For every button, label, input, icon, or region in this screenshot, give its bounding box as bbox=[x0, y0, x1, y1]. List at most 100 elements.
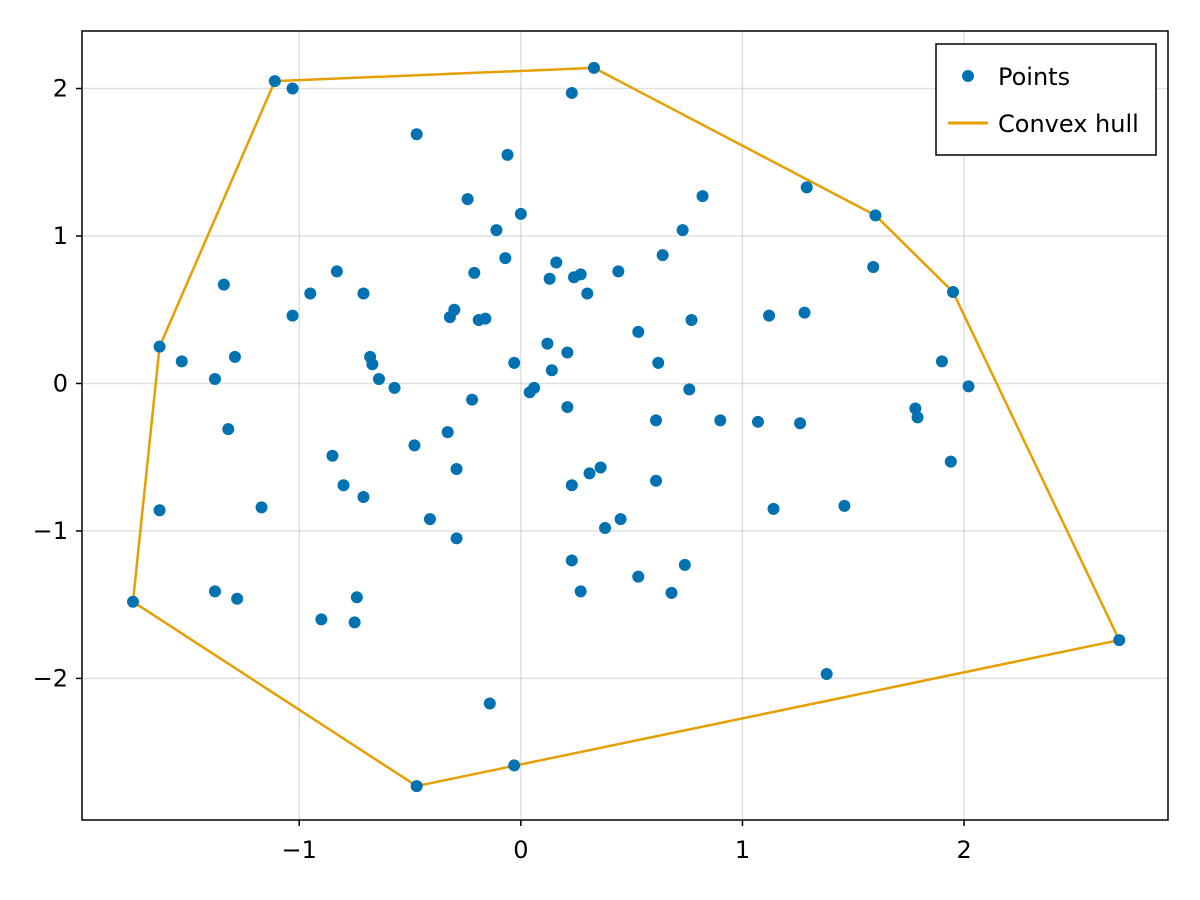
scatter-point bbox=[450, 463, 463, 476]
x-axis: −1 0 1 2 bbox=[282, 820, 972, 864]
scatter-point bbox=[410, 780, 423, 793]
scatter-point bbox=[685, 314, 698, 327]
scatter-point bbox=[751, 415, 764, 428]
scatter-point bbox=[326, 449, 339, 462]
scatter-point bbox=[545, 364, 558, 377]
scatter-point bbox=[479, 312, 492, 325]
scatter-point bbox=[794, 417, 807, 430]
scatter-point bbox=[632, 570, 645, 583]
scatter-point bbox=[714, 414, 727, 427]
scatter-point bbox=[228, 350, 241, 363]
scatter-point bbox=[962, 380, 975, 393]
scatter-point bbox=[410, 128, 423, 141]
scatter-point bbox=[763, 309, 776, 322]
scatter-point bbox=[268, 75, 281, 88]
scatter-point bbox=[175, 355, 188, 368]
scatter-point bbox=[153, 340, 166, 353]
scatter-point bbox=[652, 356, 665, 369]
scatter-point bbox=[565, 479, 578, 492]
legend-label-points: Points bbox=[998, 63, 1070, 91]
scatter-point bbox=[126, 595, 139, 608]
scatter-point bbox=[423, 513, 436, 526]
scatter-point bbox=[947, 286, 960, 299]
scatter-point bbox=[587, 61, 600, 74]
scatter-point bbox=[348, 616, 361, 629]
scatter-point bbox=[508, 356, 521, 369]
scatter-point bbox=[508, 759, 521, 772]
scatter-point bbox=[441, 426, 454, 439]
scatter-point bbox=[304, 287, 317, 300]
scatter-point bbox=[565, 554, 578, 567]
scatter-point bbox=[696, 190, 709, 203]
scatter-point bbox=[599, 521, 612, 534]
scatter-point bbox=[514, 207, 527, 220]
grid-lines bbox=[82, 31, 1168, 820]
y-axis: −2 −1 0 1 2 bbox=[33, 75, 82, 692]
scatter-point bbox=[676, 224, 689, 237]
scatter-point bbox=[208, 585, 221, 598]
scatter-point bbox=[650, 474, 663, 487]
scatter-point bbox=[153, 504, 166, 517]
scatter-point bbox=[443, 311, 456, 324]
y-tick-label: −2 bbox=[33, 664, 68, 692]
legend-marker-points bbox=[962, 70, 974, 82]
legend-box bbox=[935, 43, 1157, 156]
scatter-point bbox=[678, 558, 691, 571]
x-tick-label: −1 bbox=[282, 836, 317, 864]
scatter-point bbox=[581, 287, 594, 300]
scatter-point bbox=[583, 467, 596, 480]
x-tick-label: 1 bbox=[735, 836, 750, 864]
scatter-point bbox=[800, 181, 813, 194]
scatter-point bbox=[867, 260, 880, 273]
scatter-point bbox=[330, 265, 343, 278]
scatter-point bbox=[523, 386, 536, 399]
scatter-point bbox=[501, 148, 514, 161]
x-tick-label: 2 bbox=[956, 836, 971, 864]
scatter-point bbox=[231, 592, 244, 605]
legend-label-hull: Convex hull bbox=[998, 110, 1139, 138]
scatter-point bbox=[315, 613, 328, 626]
scatter-point bbox=[838, 499, 851, 512]
scatter-point bbox=[767, 502, 780, 515]
scatter-point bbox=[561, 401, 574, 414]
y-tick-label: −1 bbox=[33, 517, 68, 545]
scatter-point bbox=[490, 224, 503, 237]
scatter-point bbox=[935, 355, 948, 368]
scatter-point bbox=[461, 193, 474, 206]
scatter-point bbox=[372, 373, 385, 386]
scatter-point bbox=[337, 479, 350, 492]
scatter-point bbox=[574, 585, 587, 598]
x-tick-label: 0 bbox=[513, 836, 528, 864]
scatter-point bbox=[543, 272, 556, 285]
scatter-point bbox=[208, 373, 221, 386]
scatter-point bbox=[565, 86, 578, 99]
scatter-point bbox=[944, 455, 957, 468]
scatter-point bbox=[1113, 634, 1126, 647]
scatter-point bbox=[820, 667, 833, 680]
scatter-point bbox=[357, 287, 370, 300]
scatter-point bbox=[632, 325, 645, 338]
scatter-point bbox=[388, 381, 401, 394]
scatter-point bbox=[350, 591, 363, 604]
scatter-point bbox=[594, 461, 607, 474]
scatter-point bbox=[450, 532, 463, 545]
scatter-point bbox=[217, 278, 230, 291]
plot-frame bbox=[81, 30, 1169, 821]
scatter-point bbox=[286, 309, 299, 322]
y-tick-label: 0 bbox=[53, 369, 68, 397]
scatter-point bbox=[612, 265, 625, 278]
y-tick-label: 2 bbox=[53, 75, 68, 103]
scatter-point bbox=[656, 249, 669, 262]
scatter-point bbox=[255, 501, 268, 514]
scatter-point bbox=[222, 423, 235, 436]
scatter-point bbox=[357, 491, 370, 504]
scatter-point bbox=[614, 513, 627, 526]
scatter-point bbox=[650, 414, 663, 427]
scatter-point bbox=[869, 209, 882, 222]
scatter-point bbox=[541, 337, 554, 350]
scatter-point bbox=[408, 439, 421, 452]
scatter-point bbox=[574, 268, 587, 281]
legend: Points Convex hull bbox=[935, 43, 1157, 156]
scatter-point bbox=[366, 358, 379, 371]
